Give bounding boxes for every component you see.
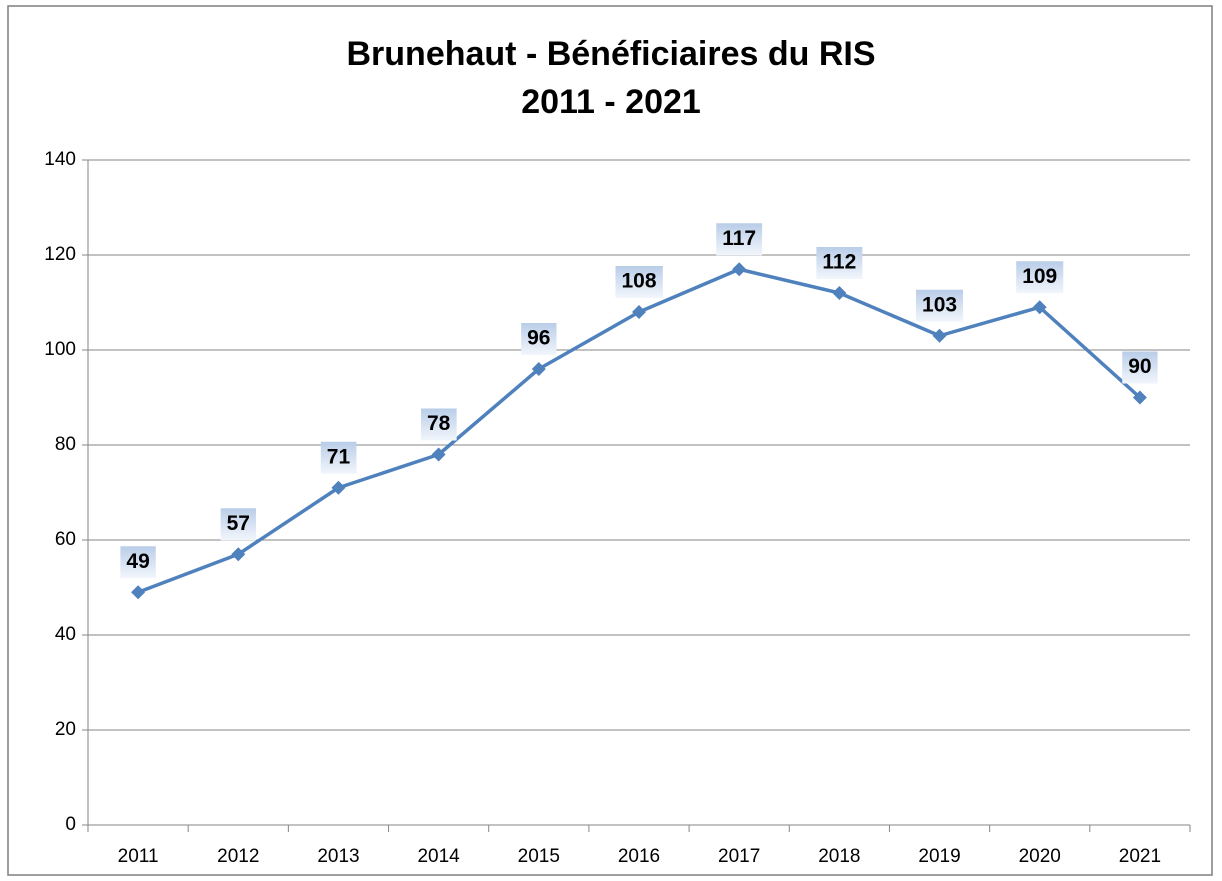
data-label-text: 96 (527, 327, 550, 350)
chart-subtitle: 2011 - 2021 (521, 83, 701, 121)
data-label-box (916, 289, 964, 322)
y-tick-label: 0 (65, 814, 76, 835)
data-label-text: 112 (822, 251, 856, 274)
x-tick-label: 2012 (217, 846, 259, 867)
data-label-text: 108 (621, 270, 656, 293)
data-label-text: 49 (126, 550, 149, 573)
data-label-box (816, 247, 863, 279)
x-tick-label: 2018 (818, 846, 860, 867)
data-label: 112 (816, 247, 863, 279)
data-label-box (320, 441, 357, 474)
data-label-box (220, 508, 256, 541)
y-tick-label: 20 (55, 719, 76, 740)
data-label-box (615, 266, 663, 298)
data-label: 49 (120, 546, 156, 579)
y-tick-label: 40 (55, 624, 76, 645)
data-label-text: 78 (427, 412, 451, 435)
marker (732, 262, 747, 277)
x-tick-label: 2017 (718, 846, 760, 867)
data-label-box (716, 223, 763, 256)
x-tick-label: 2016 (618, 846, 660, 867)
y-tick-label: 60 (55, 529, 76, 550)
data-label: 109 (1016, 261, 1064, 294)
y-tick-label: 140 (44, 149, 76, 170)
marker (1032, 300, 1047, 315)
data-label-text: 57 (227, 512, 250, 535)
data-label-text: 103 (922, 293, 957, 316)
marker (531, 362, 546, 376)
marker (431, 447, 446, 462)
data-label-box (1122, 351, 1158, 384)
x-tick-label: 2011 (118, 846, 159, 867)
data-label: 108 (615, 266, 663, 298)
data-label-text: 109 (1022, 265, 1057, 288)
y-tick-label: 100 (44, 339, 76, 360)
data-label-box (120, 546, 156, 579)
y-tick-label: 120 (44, 244, 76, 265)
chart-frame (7, 5, 1213, 876)
marker (131, 585, 146, 600)
data-label-box (521, 323, 557, 355)
data-label: 57 (220, 508, 256, 541)
chart-title: Brunehaut - Bénéficiaires du RIS (347, 35, 876, 73)
marker (632, 305, 646, 319)
marker (932, 328, 947, 343)
data-label-box (420, 408, 457, 441)
data-label: 103 (916, 289, 964, 322)
data-label-text: 117 (722, 227, 756, 250)
x-tick-label: 2013 (317, 846, 359, 867)
data-label: 117 (716, 223, 763, 256)
x-tick-label: 2014 (417, 846, 460, 867)
x-tick-label: 2021 (1119, 846, 1161, 867)
x-tick-label: 2019 (918, 846, 960, 867)
marker (832, 286, 847, 300)
data-label: 90 (1122, 351, 1158, 384)
y-tick-label: 80 (55, 434, 76, 455)
data-label: 78 (420, 408, 457, 441)
marker (1132, 390, 1147, 405)
x-tick-label: 2020 (1019, 846, 1061, 867)
data-label: 96 (521, 323, 557, 355)
data-label-text: 71 (327, 445, 351, 468)
marker (331, 480, 346, 495)
data-label: 71 (320, 441, 357, 474)
data-label-box (1016, 261, 1064, 294)
marker (231, 547, 246, 562)
x-tick-label: 2015 (518, 846, 560, 867)
data-label-text: 90 (1128, 355, 1151, 378)
